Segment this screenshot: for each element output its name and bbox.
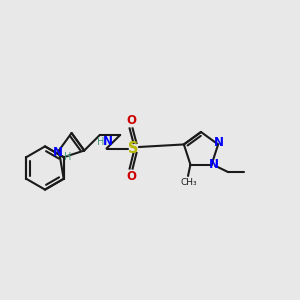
Text: H: H <box>64 152 71 162</box>
Text: N: N <box>53 146 63 158</box>
Text: CH₃: CH₃ <box>181 178 197 187</box>
Text: N: N <box>103 135 113 148</box>
Text: N: N <box>208 158 218 171</box>
Text: H: H <box>98 137 105 147</box>
Text: O: O <box>126 170 136 184</box>
Text: N: N <box>214 136 224 148</box>
Text: O: O <box>126 113 136 127</box>
Text: S: S <box>128 141 139 156</box>
